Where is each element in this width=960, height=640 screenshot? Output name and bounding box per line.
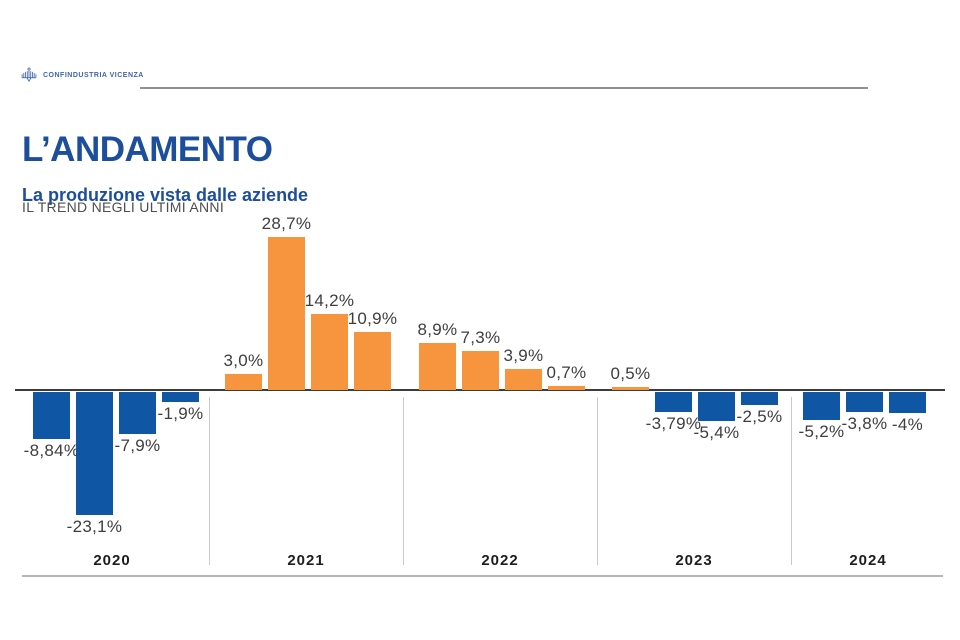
bar-2021-4	[354, 331, 391, 390]
bar-2023-1	[612, 387, 649, 390]
bar-2021-1	[225, 374, 262, 390]
year-label-2021: 2021	[287, 552, 325, 569]
bar-2020-1	[33, 392, 70, 440]
year-label-2024: 2024	[849, 552, 887, 569]
bar-value-label: -7,9%	[114, 436, 161, 456]
bar-value-label: 0,7%	[546, 363, 587, 383]
bar-value-label: 3,0%	[223, 351, 264, 370]
bar-2023-4	[741, 392, 778, 406]
bar-value-label: -2,5%	[736, 407, 783, 427]
bar-value-label: -8,84%	[23, 441, 80, 461]
bar-value-label: -3,79%	[645, 414, 702, 434]
brand-logo: CONFINDUSTRIA VICENZA	[20, 66, 144, 84]
bar-value-label: 0,5%	[610, 364, 651, 383]
bar-value-label: -5,2%	[798, 421, 845, 441]
bar-2024-1	[803, 392, 840, 420]
year-label-2020: 2020	[93, 552, 131, 569]
bar-2023-2	[655, 392, 692, 413]
bar-2024-3	[889, 392, 926, 414]
bar-2022-1	[419, 342, 456, 390]
chart-tagline: IL TREND NEGLI ULTIMI ANNI	[22, 199, 225, 215]
header-divider-line	[140, 87, 868, 89]
bar-2021-3	[311, 314, 348, 390]
bar-value-label: 7,3%	[460, 328, 501, 348]
bar-2022-3	[505, 369, 542, 390]
bar-2024-2	[846, 392, 883, 413]
bar-2020-2	[76, 392, 113, 516]
bar-2021-2	[268, 237, 305, 390]
bar-2022-4	[548, 386, 585, 390]
page-title: L’ANDAMENTO	[22, 130, 273, 170]
zero-axis-line	[15, 389, 945, 391]
year-label-2022: 2022	[481, 552, 519, 569]
bar-value-label: 3,9%	[503, 346, 544, 366]
bar-value-label: 14,2%	[304, 291, 355, 311]
chart-subtitle: La produzione vista dalle aziende	[22, 184, 309, 205]
group-divider	[791, 397, 792, 565]
year-label-2023: 2023	[675, 552, 713, 569]
bar-2020-4	[162, 392, 199, 403]
bar-value-label: 28,7%	[261, 214, 312, 234]
bar-2020-3	[119, 392, 156, 435]
bar-value-label: -5,4%	[693, 422, 740, 442]
group-divider	[403, 397, 404, 565]
chart-bottom-line	[22, 575, 943, 577]
bar-2023-3	[698, 392, 735, 421]
bar-value-label: -4%	[891, 415, 924, 435]
confindustria-eagle-icon	[21, 67, 37, 83]
group-divider	[597, 397, 598, 565]
bar-value-label: -1,9%	[157, 404, 204, 424]
bar-value-label: 10,9%	[347, 308, 398, 328]
brand-name: CONFINDUSTRIA VICENZA	[43, 71, 144, 79]
bar-value-label: -3,8%	[841, 414, 888, 434]
group-divider	[209, 397, 210, 565]
bar-value-label: -23,1%	[66, 517, 123, 537]
bar-value-label: 8,9%	[417, 319, 458, 339]
bar-2022-2	[462, 351, 499, 390]
